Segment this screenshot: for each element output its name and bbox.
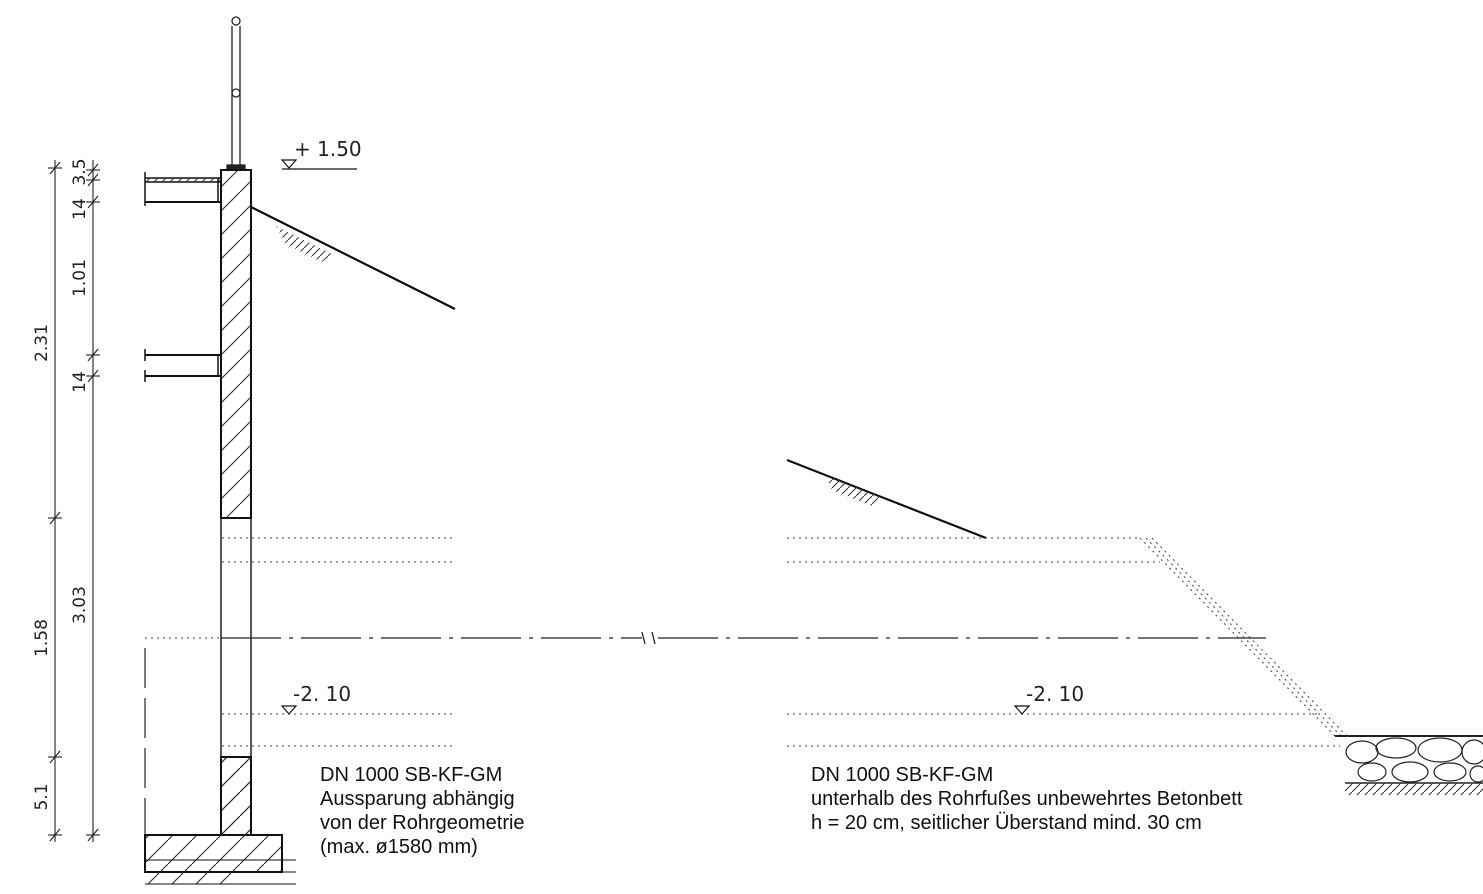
dim-inner-1: 3.5: [70, 158, 90, 185]
note-left-line-3: von der Rohrgeometrie: [320, 812, 525, 834]
dimension-chain-inner: [86, 160, 100, 842]
note-left-line-1: DN 1000 SB-KF-GM: [320, 764, 503, 786]
note-left: DN 1000 SB-KF-GM Aussparung abhängig von…: [320, 763, 525, 859]
railing-post: [226, 16, 246, 170]
note-left-line-4: (max. ø1580 mm): [320, 836, 478, 858]
level-bottom-left-label: -2. 10: [293, 682, 351, 706]
retaining-wall: [220, 169, 252, 836]
level-top-label: + 1.50: [294, 137, 362, 161]
lower-beam: [144, 349, 221, 382]
level-marker-bottom-right: -2. 10: [1013, 682, 1084, 715]
walkway-slab: [144, 172, 221, 206]
pipe-outline: [145, 537, 1348, 747]
dim-inner-2: 14: [70, 198, 90, 220]
level-bottom-right-label: -2. 10: [1026, 682, 1084, 706]
level-marker-top: + 1.50: [280, 137, 362, 170]
note-right-line-3: h = 20 cm, seitlicher Überstand mind. 30…: [811, 812, 1202, 834]
dimension-chain-outer: [48, 160, 62, 842]
note-left-line-2: Aussparung abhängig: [320, 788, 515, 810]
level-marker-bottom-left: -2. 10: [280, 682, 351, 715]
slope-left: [250, 206, 456, 310]
dim-outer-2: 1.58: [32, 619, 52, 657]
note-right: DN 1000 SB-KF-GM unterhalb des Rohrfußes…: [811, 763, 1242, 835]
foundation: [144, 756, 296, 885]
note-right-line-1: DN 1000 SB-KF-GM: [811, 764, 994, 786]
slope-right: [786, 458, 987, 540]
dim-outer-3: 5.1: [32, 783, 52, 810]
note-right-line-2: unterhalb des Rohrfußes unbewehrtes Beto…: [811, 788, 1243, 810]
dim-inner-3: 1.01: [70, 259, 90, 297]
riprap: [1335, 735, 1483, 795]
pipe-axis: [221, 631, 1266, 645]
dim-inner-4: 14: [70, 371, 90, 393]
dim-outer-1: 2.31: [32, 324, 52, 362]
dim-inner-5: 3.03: [70, 586, 90, 624]
